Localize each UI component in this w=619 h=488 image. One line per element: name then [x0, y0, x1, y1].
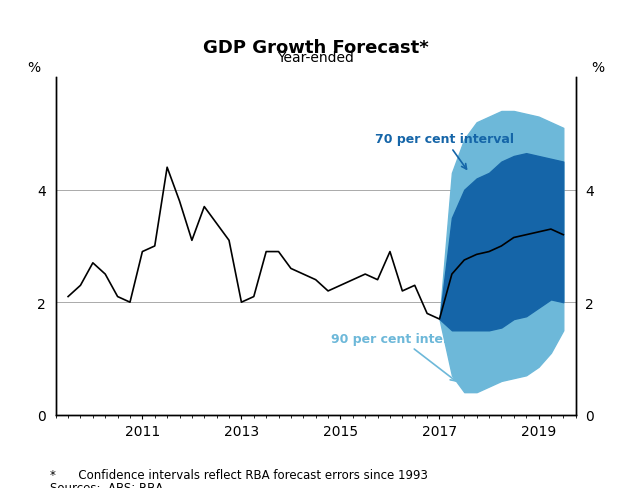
- Text: Year-ended: Year-ended: [277, 51, 354, 64]
- Text: 90 per cent interval: 90 per cent interval: [331, 332, 469, 381]
- Text: %: %: [27, 61, 40, 75]
- Text: 70 per cent interval: 70 per cent interval: [375, 133, 514, 170]
- Text: Sources:  ABS; RBA: Sources: ABS; RBA: [50, 481, 163, 488]
- Text: %: %: [591, 61, 604, 75]
- Title: GDP Growth Forecast*: GDP Growth Forecast*: [203, 39, 428, 57]
- Text: *      Confidence intervals reflect RBA forecast errors since 1993: * Confidence intervals reflect RBA forec…: [50, 468, 427, 482]
